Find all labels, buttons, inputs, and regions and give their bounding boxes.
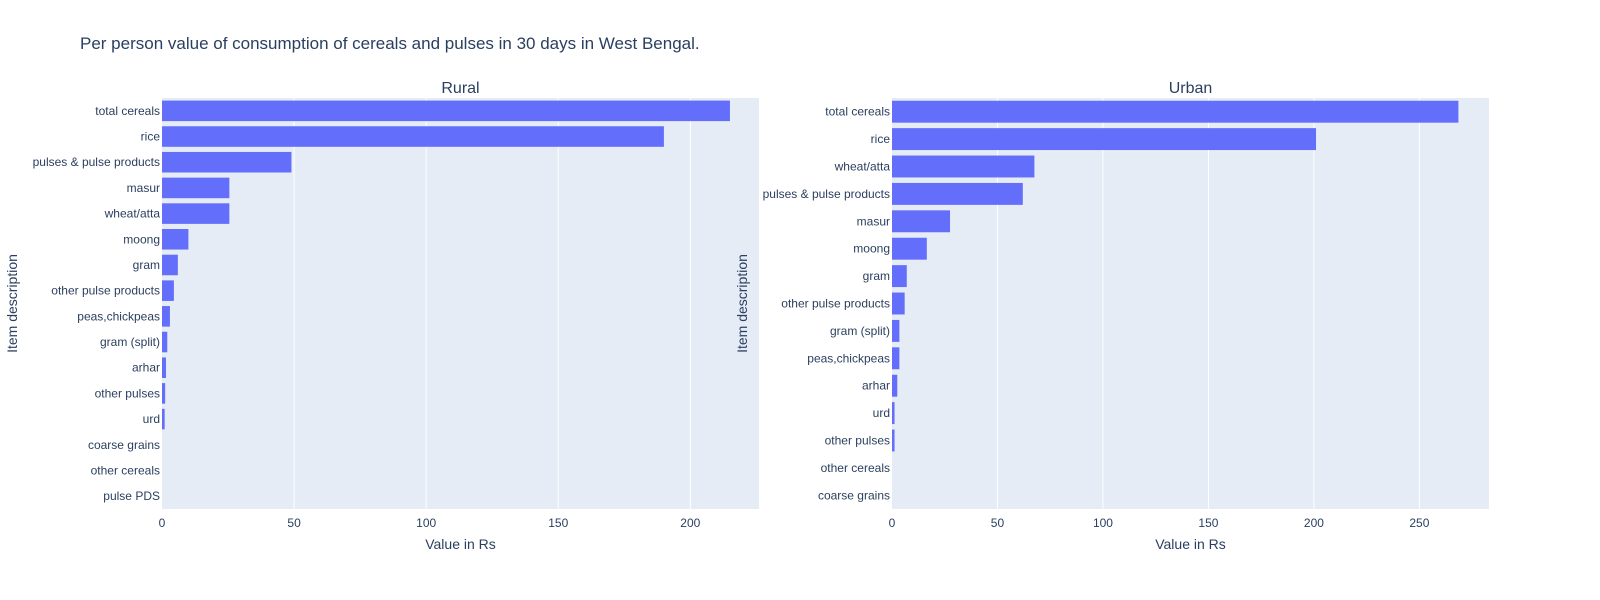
y-tick-label: rice — [141, 130, 161, 144]
subplot-title: Urban — [1169, 80, 1213, 97]
x-tick-label: 150 — [548, 516, 568, 530]
y-tick-label: other pulse products — [781, 297, 890, 311]
bar — [162, 229, 189, 250]
y-tick-label: urd — [143, 412, 160, 426]
bar — [892, 292, 905, 315]
y-tick-label: masur — [127, 181, 160, 195]
bar — [892, 347, 900, 370]
y-tick-label: pulses & pulse products — [33, 155, 160, 169]
y-tick-label: peas,chickpeas — [77, 309, 160, 323]
bar — [162, 383, 166, 404]
y-tick-label: other pulse products — [51, 284, 160, 298]
x-tick-label: 0 — [889, 516, 896, 530]
y-tick-label: moong — [853, 242, 890, 256]
x-tick-label: 200 — [1304, 516, 1324, 530]
x-tick-label: 250 — [1409, 516, 1429, 530]
y-tick-label: total cereals — [825, 105, 890, 119]
x-tick-label: 150 — [1198, 516, 1218, 530]
bar — [892, 374, 898, 397]
bar — [162, 177, 230, 199]
y-tick-label: other cereals — [821, 461, 890, 475]
bar — [892, 265, 907, 288]
y-tick-label: urd — [873, 406, 890, 420]
y-tick-label: other cereals — [91, 463, 160, 477]
bar — [892, 237, 927, 260]
chart-title: Per person value of consumption of cerea… — [80, 34, 700, 53]
bar — [892, 155, 1035, 178]
y-tick-label: arhar — [862, 379, 890, 393]
bar — [162, 408, 165, 430]
bar — [162, 306, 170, 327]
bar — [892, 319, 900, 342]
y-tick-label: coarse grains — [88, 438, 160, 452]
bar — [162, 254, 178, 276]
y-tick-label: arhar — [132, 361, 160, 375]
y-tick-label: rice — [871, 132, 891, 146]
y-tick-label: total cereals — [95, 104, 160, 118]
bar — [162, 151, 292, 173]
y-tick-label: wheat/atta — [834, 160, 891, 174]
y-tick-label: moong — [123, 232, 160, 246]
y-tick-label: gram — [133, 258, 160, 272]
x-axis-label: Value in Rs — [425, 536, 496, 552]
bar — [892, 100, 1459, 123]
y-axis-label: Item description — [4, 254, 20, 353]
y-tick-label: gram — [863, 269, 890, 283]
bar — [892, 402, 895, 425]
subplot-title: Rural — [441, 80, 479, 97]
y-tick-label: peas,chickpeas — [807, 351, 890, 365]
x-tick-label: 50 — [287, 516, 301, 530]
x-axis-label: Value in Rs — [1155, 536, 1226, 552]
x-tick-label: 100 — [416, 516, 436, 530]
y-tick-label: masur — [857, 214, 890, 228]
bar — [162, 203, 230, 224]
bar — [162, 280, 174, 301]
bar — [892, 182, 1023, 205]
y-tick-label: gram (split) — [100, 335, 160, 349]
bar — [162, 126, 664, 147]
bar — [892, 210, 951, 233]
y-tick-label: gram (split) — [830, 324, 890, 338]
y-tick-label: coarse grains — [818, 488, 890, 502]
x-tick-label: 100 — [1093, 516, 1113, 530]
bar — [162, 357, 166, 378]
x-tick-label: 0 — [159, 516, 166, 530]
y-tick-label: pulses & pulse products — [763, 187, 890, 201]
y-tick-label: other pulses — [95, 386, 160, 400]
y-tick-label: wheat/atta — [104, 207, 161, 221]
bar — [892, 429, 895, 452]
bar — [162, 331, 168, 353]
x-tick-label: 200 — [680, 516, 700, 530]
bar — [892, 128, 1317, 151]
bar — [162, 100, 730, 122]
y-tick-label: other pulses — [825, 434, 890, 448]
y-axis-label: Item description — [734, 254, 750, 353]
y-tick-label: pulse PDS — [103, 489, 160, 503]
x-tick-label: 50 — [991, 516, 1005, 530]
